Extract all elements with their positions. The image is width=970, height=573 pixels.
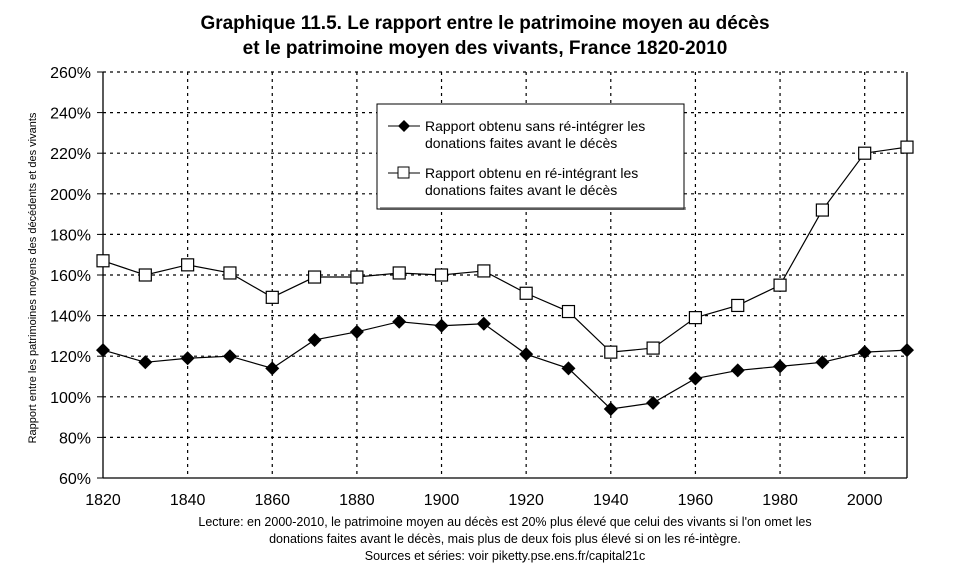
y-tick-label: 120% bbox=[50, 349, 91, 366]
data-point-diamond bbox=[349, 324, 364, 339]
data-point-square bbox=[138, 268, 152, 282]
data-point-square bbox=[223, 266, 237, 280]
data-point-square bbox=[265, 290, 279, 304]
data-point-diamond bbox=[96, 343, 110, 358]
data-point-square bbox=[392, 266, 406, 280]
data-point-diamond bbox=[392, 314, 407, 329]
x-tick-label: 1940 bbox=[593, 492, 629, 509]
data-point-diamond bbox=[688, 371, 703, 386]
y-tick-label: 180% bbox=[50, 227, 91, 244]
x-tick-label: 1860 bbox=[254, 492, 290, 509]
data-point-square bbox=[350, 270, 364, 284]
series-line-1 bbox=[102, 321, 908, 410]
data-point-diamond bbox=[222, 349, 237, 364]
data-point-diamond bbox=[307, 332, 322, 347]
data-point-square bbox=[773, 278, 787, 292]
y-axis-label: Rapport entre les patrimoines moyens des… bbox=[27, 112, 39, 443]
data-point-square bbox=[815, 203, 829, 217]
note-line-2: donations faites avant le décès, mais pl… bbox=[269, 532, 741, 546]
data-point-square bbox=[561, 304, 576, 319]
series-line-2 bbox=[102, 146, 908, 353]
legend-square-marker bbox=[397, 166, 410, 179]
data-point-square bbox=[858, 146, 872, 160]
data-point-diamond bbox=[561, 361, 576, 376]
data-point-square bbox=[688, 311, 703, 325]
y-tick-label: 160% bbox=[50, 268, 91, 285]
data-point-diamond bbox=[476, 316, 491, 331]
data-point-diamond bbox=[773, 359, 788, 374]
data-point-square bbox=[900, 140, 914, 154]
note-line-1: Lecture: en 2000-2010, le patrimoine moy… bbox=[198, 515, 811, 529]
legend-box bbox=[376, 103, 685, 210]
data-point-diamond bbox=[646, 395, 661, 410]
data-point-diamond bbox=[815, 355, 830, 370]
x-tick-label: 1920 bbox=[508, 492, 544, 509]
y-tick-label: 80% bbox=[59, 430, 91, 447]
data-point-square bbox=[731, 298, 745, 313]
data-point-diamond bbox=[434, 318, 449, 333]
x-tick-label: 1840 bbox=[170, 492, 206, 509]
data-point-square bbox=[434, 268, 449, 282]
data-point-diamond bbox=[265, 361, 280, 376]
data-point-square bbox=[477, 264, 491, 278]
y-tick-label: 260% bbox=[50, 65, 91, 82]
data-point-square bbox=[96, 254, 110, 268]
legend-entry-2-line-2: donations faites avant le décès bbox=[425, 182, 617, 198]
data-point-square bbox=[646, 341, 660, 355]
axes: 60% 80% 100% 120% 140% 160% 180% 200% 220% 240% 26… bbox=[50, 65, 908, 509]
data-point-diamond bbox=[180, 351, 195, 366]
sources-note: Sources et séries: voir piketty.pse.ens.… bbox=[365, 549, 645, 563]
x-tick-label: 1820 bbox=[85, 492, 121, 509]
data-point-square bbox=[519, 286, 533, 300]
data-point-diamond bbox=[603, 401, 618, 416]
data-point-diamond bbox=[730, 363, 745, 378]
data-point-diamond bbox=[857, 345, 872, 360]
legend-entry-1-line-1: Rapport obtenu sans ré-intégrer les bbox=[425, 118, 645, 134]
legend-diamond-marker bbox=[398, 120, 410, 132]
series-group bbox=[96, 140, 914, 416]
data-point-square bbox=[307, 270, 322, 284]
legend-entry-1-line-2: donations faites avant le décès bbox=[425, 135, 617, 151]
legend-entry-2-line-1: Rapport obtenu en ré-intégrant les bbox=[425, 165, 638, 181]
data-point-square bbox=[604, 345, 618, 359]
y-tick-label: 240% bbox=[50, 106, 91, 123]
x-tick-label: 1880 bbox=[339, 492, 375, 509]
chart-title-line-1: Graphique 11.5. Le rapport entre le patr… bbox=[200, 13, 769, 34]
data-point-diamond bbox=[900, 343, 914, 358]
data-point-diamond bbox=[138, 355, 153, 370]
x-tick-label: 2000 bbox=[847, 492, 883, 509]
y-tick-label: 200% bbox=[50, 187, 91, 204]
y-tick-label: 60% bbox=[59, 471, 91, 488]
legend: Rapport obtenu sans ré-intégrer les dona… bbox=[376, 103, 686, 210]
x-tick-label: 1980 bbox=[762, 492, 798, 509]
y-tick-label: 100% bbox=[50, 390, 91, 407]
chart-title-line-2: et le patrimoine moyen des vivants, Fran… bbox=[243, 38, 728, 59]
data-point-diamond bbox=[519, 347, 534, 362]
data-point-square bbox=[181, 258, 195, 272]
x-tick-label: 1960 bbox=[678, 492, 714, 509]
y-tick-label: 220% bbox=[50, 146, 91, 163]
x-tick-label: 1900 bbox=[424, 492, 460, 509]
y-tick-label: 140% bbox=[50, 309, 91, 326]
